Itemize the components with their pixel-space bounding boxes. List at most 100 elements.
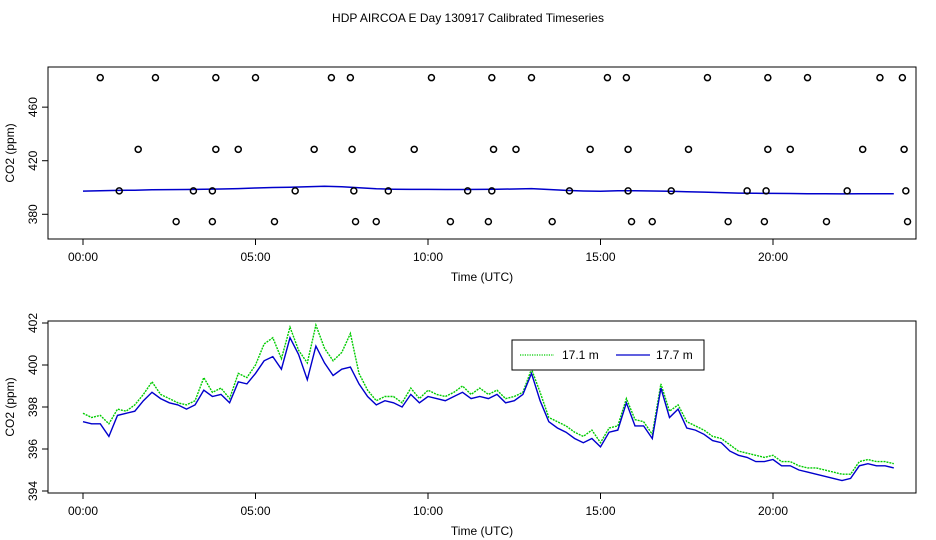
legend: 17.1 m 17.7 m xyxy=(511,339,705,371)
calibration-point xyxy=(251,73,260,82)
calibration-point xyxy=(876,73,884,82)
x-tick-label: 20:00 xyxy=(758,504,788,518)
calibration-point xyxy=(484,217,493,226)
y-tick-label: 396 xyxy=(26,439,40,459)
calibration-point xyxy=(348,145,356,154)
calibration-point xyxy=(603,73,612,82)
calibration-point xyxy=(212,73,220,82)
calibration-point xyxy=(684,145,693,154)
calibration-point xyxy=(764,73,772,82)
calibration-point xyxy=(427,73,436,82)
calibration-point xyxy=(310,145,318,154)
calibration-point xyxy=(565,187,574,195)
calibration-point xyxy=(724,217,732,226)
calibration-point xyxy=(843,187,851,195)
calibration-point xyxy=(743,187,751,195)
top-plot: 00:00 05:00 10:00 15:00 20:00 380 420 460 Time… xyxy=(3,66,917,284)
calibration-point xyxy=(96,73,104,82)
calibration-point xyxy=(527,73,536,82)
calibration-point xyxy=(760,217,769,226)
y-tick-label: 380 xyxy=(26,204,40,224)
top-plot-xlabel: Time (UTC) xyxy=(451,270,513,284)
bottom-plot-xlabel: Time (UTC) xyxy=(451,524,513,538)
top-plot-ylabel: CO2 (ppm) xyxy=(3,123,17,182)
calibration-point xyxy=(902,187,910,195)
legend-label-17-1m: 17.1 m xyxy=(562,348,599,362)
legend-label-17-7m: 17.7 m xyxy=(656,348,693,362)
calibration-point xyxy=(134,145,142,154)
calibration-point xyxy=(327,73,336,82)
top-series-line xyxy=(82,185,894,195)
y-tick-label: 398 xyxy=(26,397,40,417)
calibration-point xyxy=(372,217,380,226)
calibration-point xyxy=(900,145,908,154)
series-line-17-7-m xyxy=(82,335,894,482)
x-tick-label: 05:00 xyxy=(240,504,270,518)
calibration-point xyxy=(624,187,632,195)
y-tick-label: 420 xyxy=(26,150,40,170)
series-line-17-1-m xyxy=(82,322,894,475)
bottom-plot-ylabel: CO2 (ppm) xyxy=(3,377,17,436)
x-tick-label: 20:00 xyxy=(758,250,788,264)
top-plot-calibration-points xyxy=(96,73,912,226)
x-tick-label: 00:00 xyxy=(68,504,98,518)
calibration-point xyxy=(151,73,160,82)
calibration-point xyxy=(489,145,498,154)
x-tick-label: 15:00 xyxy=(585,504,615,518)
x-tick-label: 10:00 xyxy=(413,504,443,518)
y-tick-label: 394 xyxy=(26,481,40,501)
y-tick-label: 460 xyxy=(26,97,40,117)
calibration-point xyxy=(291,187,299,195)
calibration-point xyxy=(624,145,632,154)
calibration-point xyxy=(384,187,393,195)
calibration-point xyxy=(234,145,242,154)
calibration-point xyxy=(410,145,418,154)
calibration-point xyxy=(172,217,180,226)
bottom-plot: 00:00 05:00 10:00 15:00 20:00 394 396 398 400 40… xyxy=(3,313,917,538)
top-plot-x-axis: 00:00 05:00 10:00 15:00 20:00 xyxy=(68,238,788,264)
page-title: HDP AIRCOA E Day 130917 Calibrated Times… xyxy=(332,11,604,25)
x-tick-label: 00:00 xyxy=(68,250,98,264)
calibration-point xyxy=(488,73,496,82)
calibration-point xyxy=(858,145,867,154)
calibration-point xyxy=(822,217,831,226)
calibration-point xyxy=(548,217,556,226)
calibration-point xyxy=(512,145,520,154)
calibration-point xyxy=(903,217,912,226)
x-tick-label: 05:00 xyxy=(240,250,270,264)
calibration-point xyxy=(762,187,770,195)
calibration-point xyxy=(208,217,217,226)
bottom-plot-frame xyxy=(47,320,917,494)
bottom-plot-series xyxy=(82,322,894,482)
bottom-plot-y-axis: 394 396 398 400 402 xyxy=(26,313,49,501)
calibration-point xyxy=(350,187,358,195)
calibration-point xyxy=(115,187,123,195)
calibration-point xyxy=(189,187,198,195)
calibration-point xyxy=(622,73,631,82)
calibration-point xyxy=(351,217,360,226)
y-tick-label: 402 xyxy=(26,313,40,333)
calibration-point xyxy=(446,217,455,226)
top-plot-y-axis: 380 420 460 xyxy=(26,97,49,224)
calibration-point xyxy=(648,217,656,226)
calibration-point xyxy=(898,73,907,82)
x-tick-label: 10:00 xyxy=(413,250,443,264)
calibration-point xyxy=(463,187,472,195)
calibration-point xyxy=(346,73,355,82)
bottom-plot-x-axis: 00:00 05:00 10:00 15:00 20:00 xyxy=(68,492,788,518)
calibration-point xyxy=(488,187,496,195)
calibration-point xyxy=(803,73,812,82)
top-plot-frame xyxy=(47,66,917,240)
calibration-point xyxy=(627,217,636,226)
x-tick-label: 15:00 xyxy=(585,250,615,264)
calibration-point xyxy=(270,217,279,226)
calibration-point xyxy=(586,145,594,154)
calibration-point xyxy=(703,73,712,82)
calibration-point xyxy=(212,145,220,154)
calibration-point xyxy=(667,187,675,195)
calibration-point xyxy=(764,145,772,154)
top-plot-series xyxy=(82,185,894,195)
y-tick-label: 400 xyxy=(26,355,40,375)
calibration-point xyxy=(786,145,794,154)
